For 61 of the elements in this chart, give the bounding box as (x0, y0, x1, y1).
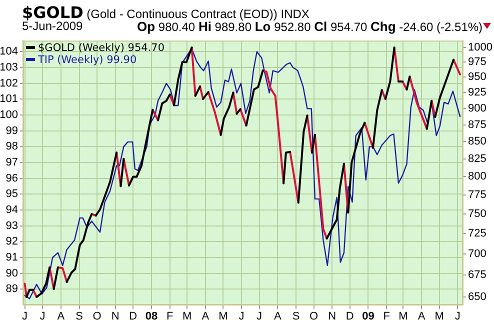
x-tick-label: N (111, 310, 120, 323)
x-tick-label: O (92, 310, 102, 323)
y2-tick-label: 675 (468, 269, 486, 282)
y2-tick-label: 925 (468, 86, 486, 99)
y-tick-label: 104 (0, 46, 18, 58)
text: Op 980.40 Hi 989.80 Lo 952.80 Cl 954.70 Chg -24.60 (-2.51%) (137, 19, 483, 34)
y2-tick-label: 800 (468, 170, 486, 183)
y-tick-label: 90 (6, 267, 18, 280)
legend-label: $GOLD (Weekly) 954.70 (37, 42, 165, 54)
y-tick-label: 94 (6, 204, 18, 216)
x-tick-label: A (202, 310, 210, 323)
y-tick-label: 91 (6, 252, 18, 264)
y2-tick-label: 850 (468, 136, 486, 148)
y2-tick-label: 950 (468, 71, 486, 84)
y-tick-label: 99 (6, 124, 18, 137)
x-tick-label: F (166, 310, 174, 323)
y2-tick-label: 725 (468, 228, 486, 240)
x-tick-label: J (238, 310, 244, 323)
legend-label: TIP (Weekly) 99.90 (37, 54, 138, 66)
y-tick-label: 96 (6, 172, 18, 184)
y2-tick-label: 875 (468, 118, 486, 131)
x-tick-label: S (76, 310, 83, 323)
y2-tick-label: 750 (468, 208, 486, 220)
y2-tick-label: 700 (468, 248, 486, 260)
x-tick-label: J (454, 310, 460, 323)
x-tick-label: A (57, 310, 66, 323)
x-tick-label: 09 (362, 310, 374, 323)
y-tick-label: 93 (6, 220, 18, 232)
y-tick-label: 98 (6, 140, 18, 153)
x-tick-label: M (182, 310, 192, 323)
x-tick-label: D (346, 310, 354, 323)
x-tick-label: S (292, 310, 300, 323)
y-tick-label: 103 (0, 62, 18, 74)
y2-tick-label: 1000 (468, 42, 492, 54)
y2-tick-label: 900 (468, 102, 486, 115)
x-tick-label: M (218, 310, 228, 323)
y-tick-label: 101 (0, 93, 18, 106)
x-tick-label: M (434, 310, 444, 323)
x-tick-label: 08 (145, 310, 158, 323)
x-tick-label: O (309, 310, 318, 323)
x-tick-label: A (274, 310, 282, 323)
chart-title: $GOLD (Gold - Continuous Contract (EOD)) INDX (22, 3, 310, 22)
y-tick-label: 95 (6, 188, 18, 200)
x-tick-label: N (328, 310, 336, 323)
y2-tick-label: 775 (468, 189, 486, 202)
y-tick-label: 89 (6, 283, 18, 296)
x-tick-label: M (398, 310, 408, 323)
y-tick-label: 92 (6, 236, 18, 248)
x-tick-label: J (22, 310, 28, 323)
x-tick-label: F (383, 310, 390, 323)
x-tick-label: A (418, 310, 426, 323)
chart-subtitle: 5-Jun-2009 (22, 19, 83, 33)
x-tick-label: J (40, 310, 46, 323)
x-tick-label: D (129, 310, 138, 323)
y-tick-label: 102 (0, 77, 18, 90)
x-tick-label: J (256, 310, 262, 323)
y2-tick-label: 650 (468, 290, 486, 303)
y-tick-label: 100 (0, 109, 18, 122)
y-tick-label: 97 (6, 156, 18, 169)
y2-tick-label: 975 (468, 56, 486, 68)
y2-tick-label: 825 (468, 152, 486, 165)
